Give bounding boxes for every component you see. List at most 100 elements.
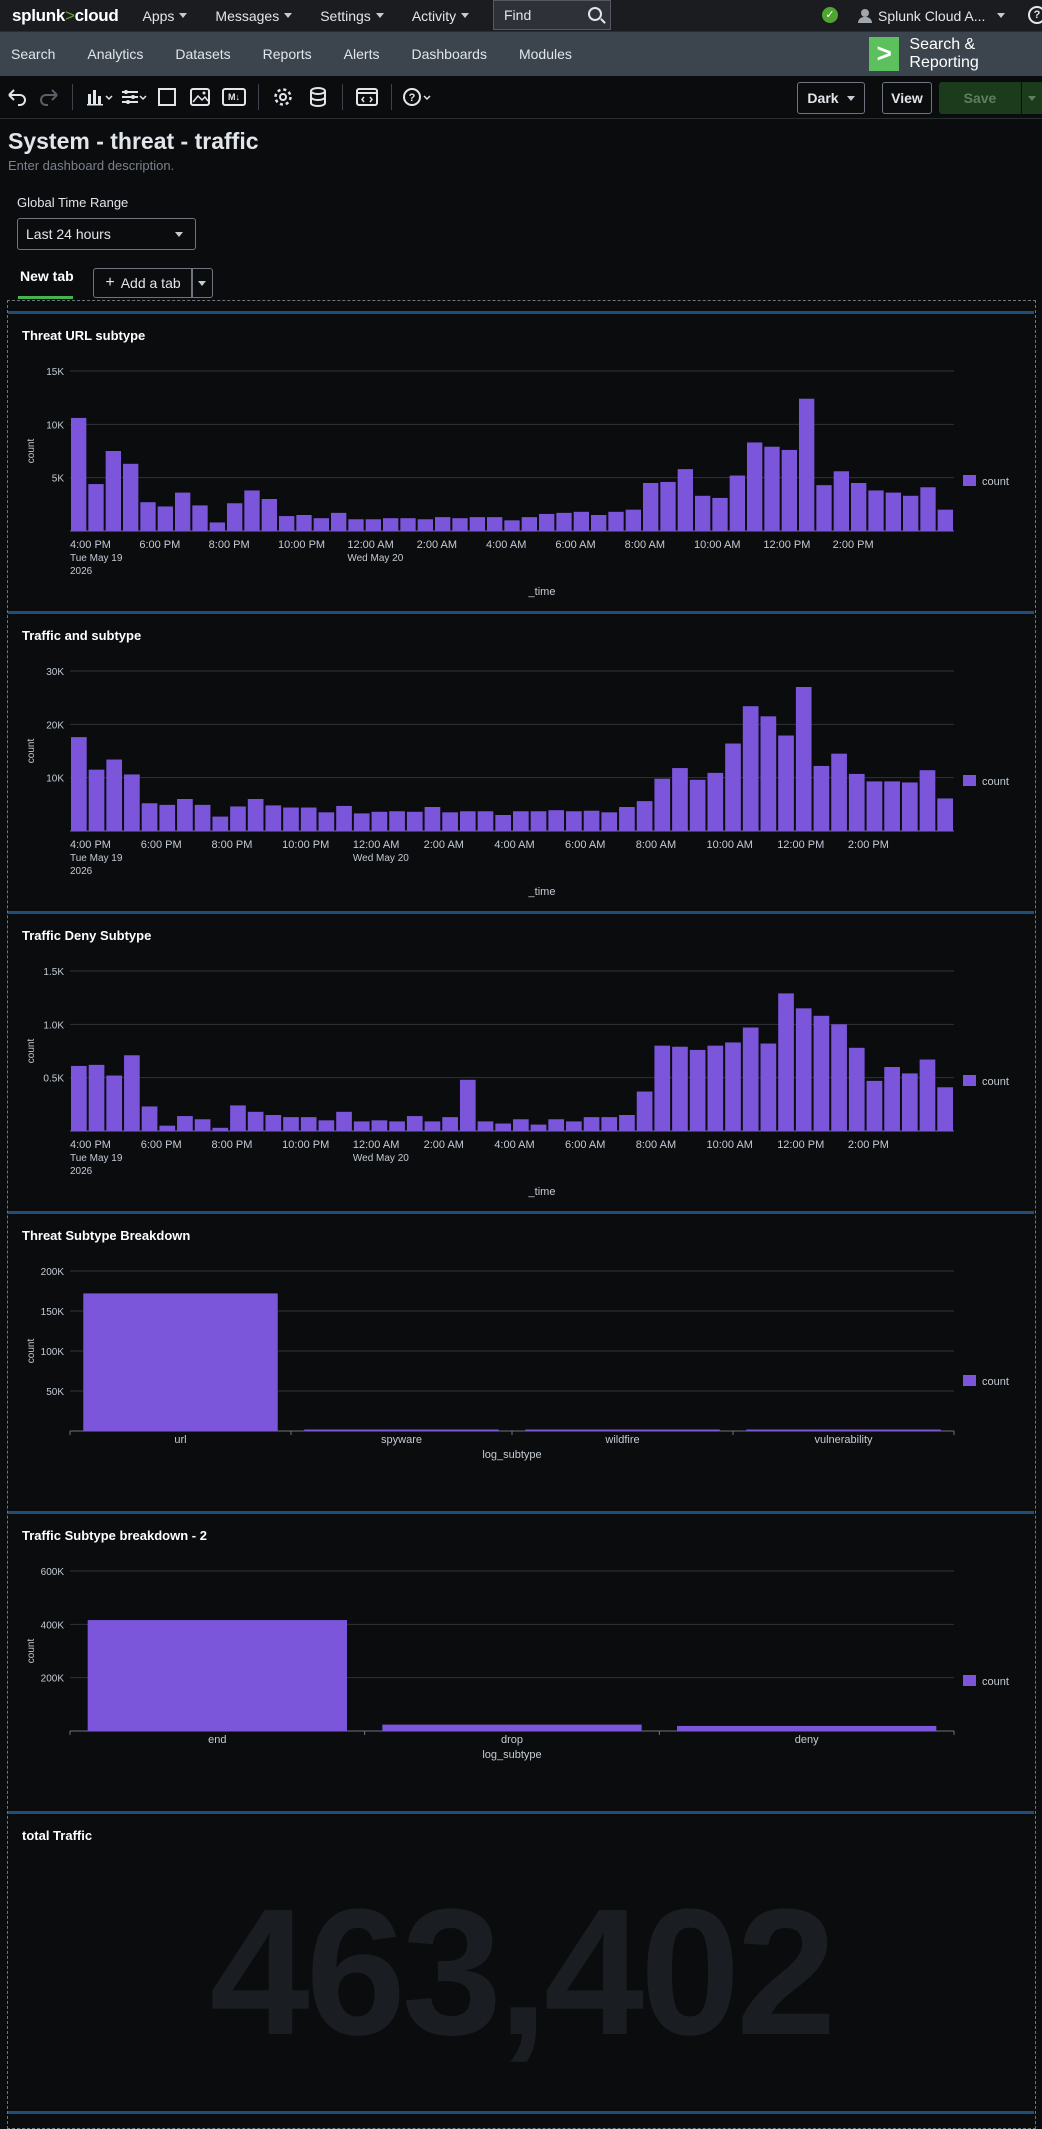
tab-reports[interactable]: Reports: [262, 46, 312, 62]
chevron-down-icon: [461, 13, 470, 18]
redo-icon[interactable]: [37, 86, 61, 108]
tab-modules[interactable]: Modules: [518, 46, 572, 62]
add-tab-button[interactable]: + Add a tab: [93, 268, 193, 298]
bar: [556, 512, 572, 531]
bar: [799, 398, 815, 531]
time-range-select[interactable]: Last 24 hours: [17, 218, 196, 250]
panel-bottom-edge: [8, 2111, 1034, 2115]
bar: [725, 743, 741, 831]
legend-swatch: [963, 1675, 976, 1686]
top-bar: splunk>cloud Apps Messages Settings Acti…: [0, 0, 1042, 31]
view-button[interactable]: View: [882, 82, 932, 114]
bar: [159, 804, 176, 831]
bar: [265, 805, 282, 831]
bar: [903, 495, 919, 531]
rectangle-icon[interactable]: [157, 86, 177, 108]
bar: [382, 1724, 642, 1731]
bar: [866, 781, 883, 831]
bar: [548, 1119, 565, 1131]
tab-new[interactable]: New tab: [20, 268, 74, 284]
y-axis-label: count: [26, 1639, 37, 1664]
chevron-down-icon: [375, 13, 384, 18]
activity-menu[interactable]: Activity: [412, 8, 470, 24]
app-title[interactable]: > Search & Reporting: [869, 36, 1042, 72]
bar: [71, 417, 87, 531]
find-input[interactable]: Find: [493, 0, 611, 30]
chart-panel[interactable]: Threat URL subtype 15K 10K 5K count count 4:0…: [8, 311, 1034, 611]
bar: [424, 807, 441, 831]
bar: [106, 1075, 123, 1131]
tab-alerts[interactable]: Alerts: [343, 46, 380, 62]
page-description[interactable]: Enter dashboard description.: [8, 158, 175, 173]
settings-menu[interactable]: Settings: [320, 8, 384, 24]
image-icon[interactable]: [189, 86, 211, 108]
tab-analytics[interactable]: Analytics: [87, 46, 144, 62]
bar: [919, 770, 936, 831]
chart-icon[interactable]: [86, 86, 114, 108]
panel-title: total Traffic: [22, 1828, 93, 1843]
apps-menu[interactable]: Apps: [142, 8, 188, 24]
x-tick-label: 2:00 PM: [833, 539, 874, 551]
source-code-icon[interactable]: [355, 86, 379, 108]
bar: [365, 519, 381, 531]
bar: [573, 511, 589, 531]
messages-menu[interactable]: Messages: [215, 8, 293, 24]
filter-icon[interactable]: [120, 86, 148, 108]
bar: [760, 1043, 777, 1131]
x-tick-label: 4:00 AM: [494, 1139, 534, 1151]
x-tick-label: 4:00 AM: [494, 839, 534, 851]
page-title[interactable]: System - threat - traffic: [8, 128, 259, 154]
x-axis-label: _time: [528, 1186, 556, 1198]
tab-datasets[interactable]: Datasets: [175, 46, 231, 62]
settings-icon[interactable]: [272, 86, 294, 108]
x-tick-label: 12:00 AM: [353, 839, 399, 851]
save-button[interactable]: Save: [939, 82, 1021, 114]
chart-panel[interactable]: Traffic Subtype breakdown - 2 600K 400K 20…: [8, 1511, 1034, 1811]
search-icon[interactable]: [588, 7, 602, 21]
bar: [795, 1008, 812, 1131]
undo-icon[interactable]: [5, 86, 29, 108]
panel-title: Threat URL subtype: [22, 328, 146, 343]
tab-search[interactable]: Search: [11, 46, 56, 62]
bar: [601, 812, 618, 831]
bar: [677, 469, 693, 531]
chart-panel[interactable]: Traffic Deny Subtype 1.5K 1.0K 0.5K count co…: [8, 911, 1034, 1211]
bar: [88, 484, 104, 531]
splunk-logo[interactable]: splunk>cloud: [12, 5, 119, 25]
y-tick-label: 30K: [46, 667, 64, 678]
save-options-button[interactable]: [1022, 82, 1042, 114]
y-tick-label: 15K: [46, 367, 64, 378]
x-tick-label: 2:00 AM: [424, 839, 464, 851]
x-tick-label: 10:00 PM: [282, 1139, 329, 1151]
bar: [435, 517, 451, 531]
help-icon[interactable]: ?: [402, 86, 432, 108]
chart-panel[interactable]: Threat Subtype Breakdown 200K 150K 100K 50K…: [8, 1211, 1034, 1511]
x-tick-label: 6:00 PM: [141, 1139, 182, 1151]
bar: [318, 812, 335, 831]
y-tick-label: 600K: [41, 1567, 65, 1578]
bar: [919, 1059, 936, 1131]
bar: [636, 1091, 653, 1131]
tab-dashboards[interactable]: Dashboards: [411, 46, 487, 62]
single-value-panel[interactable]: total Traffic 463,402: [8, 1811, 1034, 2111]
bar: [566, 1121, 582, 1131]
bar: [88, 1064, 105, 1131]
user-menu[interactable]: Splunk Cloud A...: [858, 0, 1006, 31]
theme-select[interactable]: Dark: [797, 82, 865, 114]
chevron-down-icon: [1028, 95, 1036, 101]
x-tick-label: deny: [795, 1734, 819, 1746]
add-tab-options-button[interactable]: [191, 268, 213, 298]
help-icon[interactable]: ?: [1028, 6, 1042, 24]
bar: [230, 806, 246, 831]
bar: [209, 522, 225, 531]
chart-panel[interactable]: Traffic and subtype 30K 20K 10K count count 4…: [8, 611, 1034, 911]
markdown-icon[interactable]: M↓: [222, 88, 246, 106]
health-ok-icon[interactable]: ✓: [822, 7, 838, 23]
bar: [212, 1127, 229, 1131]
bar: [313, 518, 329, 531]
bar: [212, 816, 229, 831]
datasource-icon[interactable]: [307, 86, 329, 108]
x-tick-label: 10:00 AM: [706, 839, 752, 851]
bar: [244, 490, 260, 531]
bar: [643, 483, 659, 531]
